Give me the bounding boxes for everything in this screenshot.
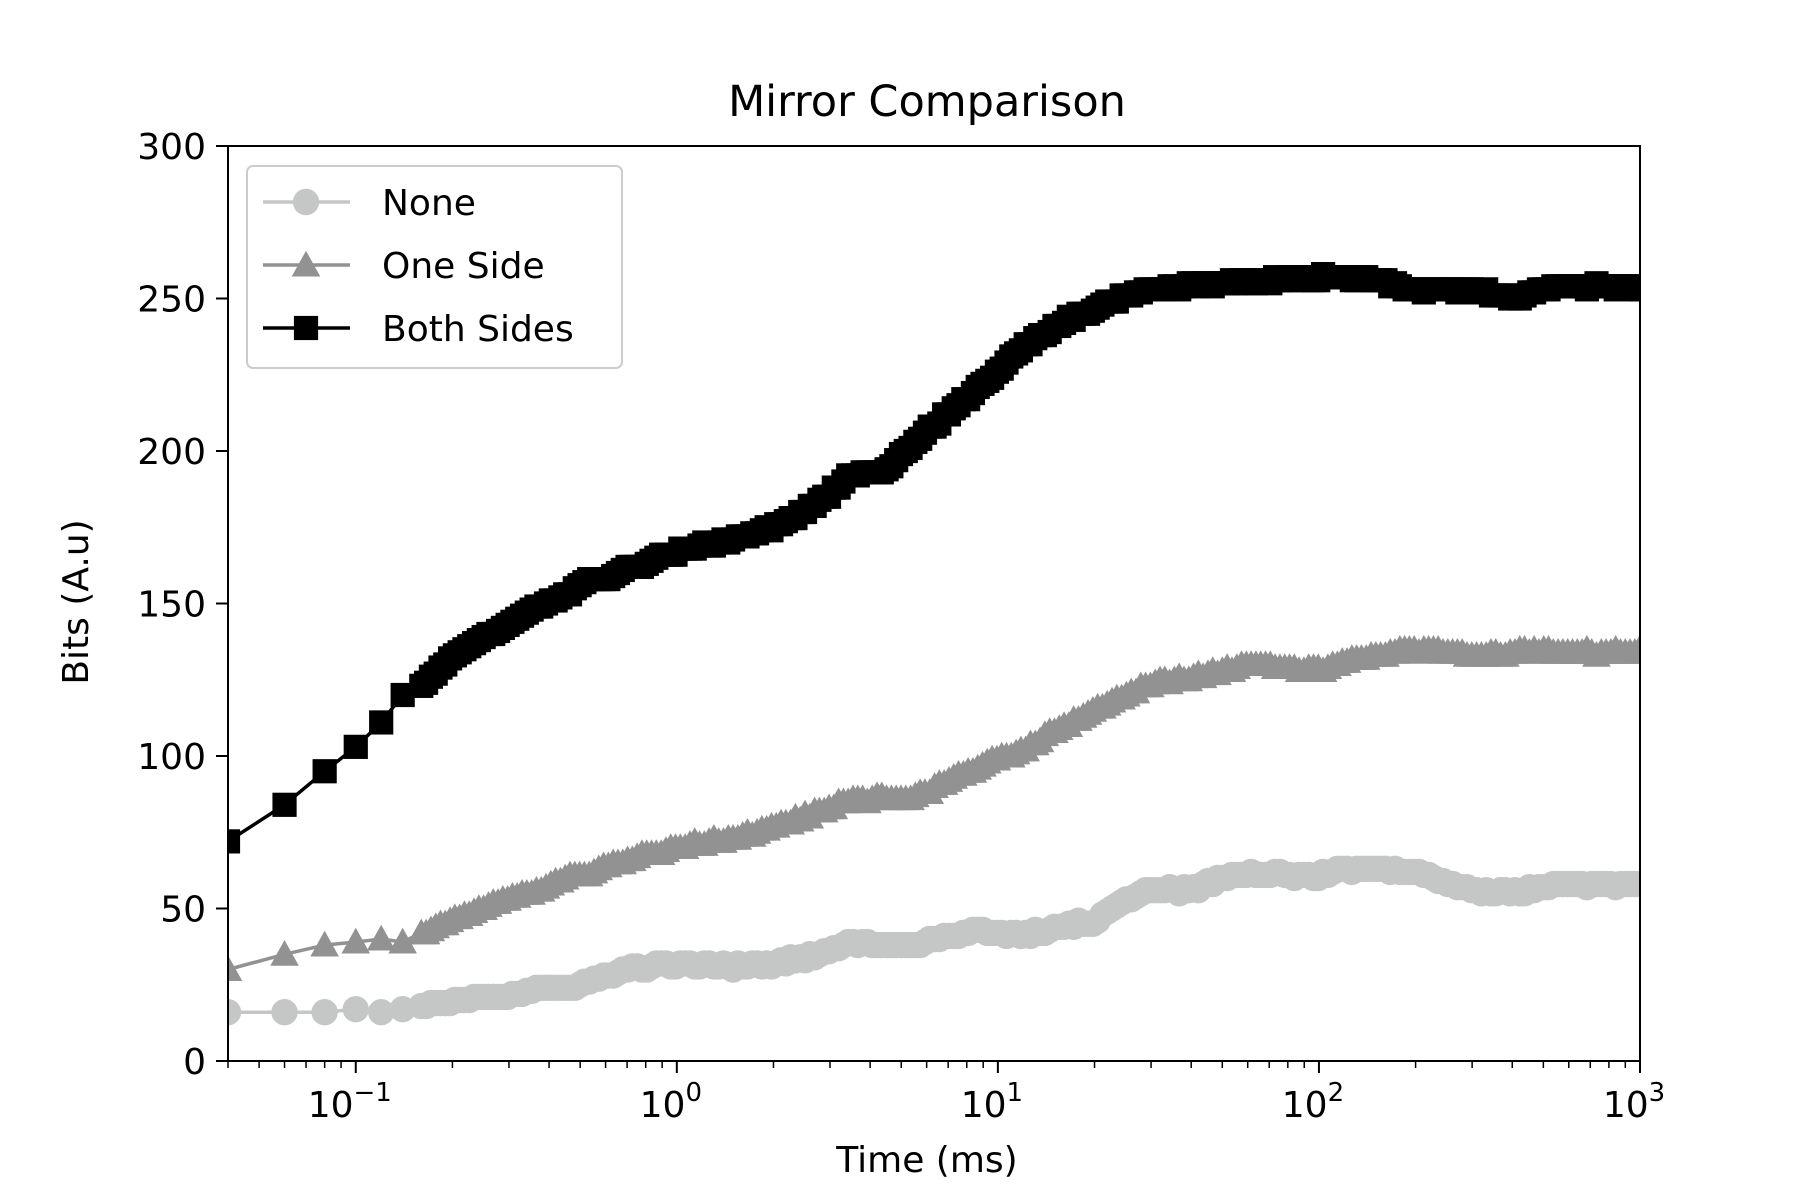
- data-point: [227, 829, 241, 854]
- x-tick-label: 100: [640, 1078, 702, 1126]
- series-none: [227, 855, 1641, 1026]
- legend-label: One Side: [382, 246, 545, 287]
- legend-entry: One Side: [263, 246, 545, 287]
- series-both-sides: [227, 262, 1641, 854]
- data-point: [1627, 277, 1641, 302]
- y-tick-label: 50: [160, 890, 206, 931]
- legend-entry: Both Sides: [263, 309, 574, 350]
- data-point: [366, 924, 396, 951]
- legend-marker: [293, 315, 319, 341]
- x-tick-label: 103: [1603, 1078, 1665, 1126]
- data-point: [342, 995, 369, 1023]
- x-axis-title: Time (ms): [835, 1140, 1017, 1181]
- y-tick-label: 250: [137, 280, 206, 321]
- data-point: [270, 939, 299, 966]
- data-point: [1625, 634, 1641, 661]
- data-point: [227, 955, 243, 981]
- x-axis: 10−1 100 101 102 103: [227, 1061, 1665, 1126]
- legend-entry: None: [263, 183, 476, 224]
- data-point: [312, 759, 337, 784]
- data-point: [271, 999, 298, 1026]
- plot-area: [227, 262, 1641, 1026]
- x-tick-label: 102: [1282, 1078, 1344, 1126]
- x-tick-label: 10−1: [308, 1078, 392, 1126]
- data-point: [369, 710, 394, 735]
- data-point: [272, 792, 297, 817]
- chart-title: Mirror Comparison: [728, 77, 1126, 127]
- legend-marker: [292, 188, 320, 216]
- x-tick-label: 101: [961, 1078, 1023, 1126]
- legend: None One Side Both Sides: [246, 165, 623, 369]
- series-one-side: [227, 634, 1641, 981]
- y-tick-label: 300: [137, 127, 206, 168]
- data-point: [310, 930, 339, 957]
- data-point: [227, 999, 242, 1026]
- data-point: [311, 999, 338, 1026]
- y-axis: 0 50 100 150 200 250 300: [137, 127, 228, 1083]
- legend-marker: [291, 250, 321, 277]
- data-point: [343, 734, 368, 759]
- data-point: [388, 927, 417, 954]
- legend-label: None: [382, 183, 476, 224]
- y-tick-label: 0: [183, 1042, 206, 1083]
- legend-label: Both Sides: [382, 309, 574, 350]
- data-point: [367, 999, 395, 1026]
- y-tick-label: 150: [137, 585, 206, 626]
- data-point: [341, 927, 371, 954]
- y-tick-label: 200: [137, 432, 206, 473]
- y-axis-title: Bits (A.u): [56, 519, 97, 684]
- y-tick-label: 100: [137, 737, 206, 778]
- data-point: [1626, 870, 1641, 898]
- legend-box: [246, 165, 623, 369]
